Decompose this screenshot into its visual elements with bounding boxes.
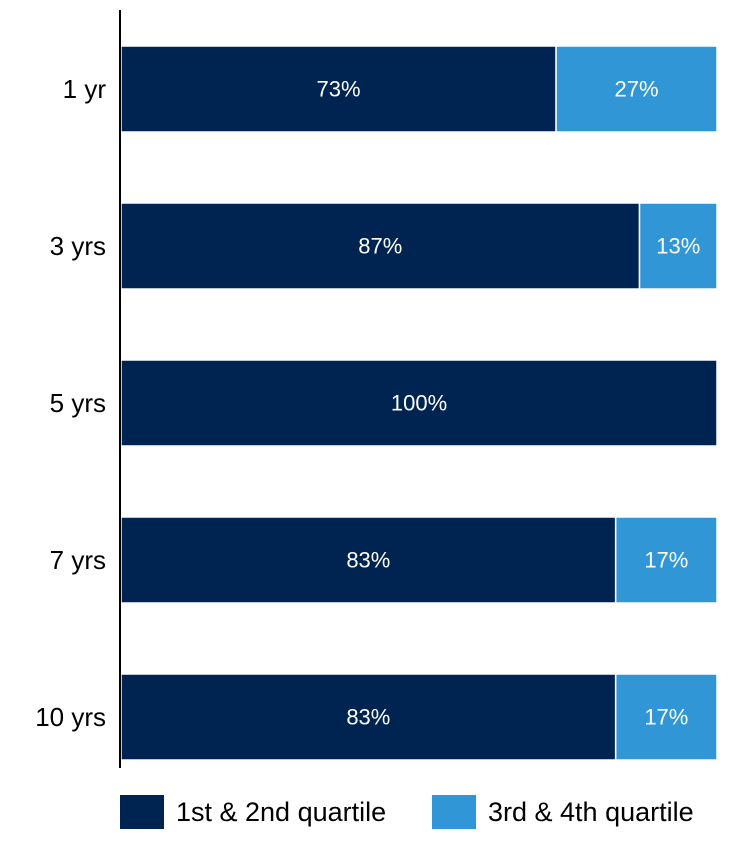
data-label-3rd-and-4th-quartile-10-yrs: 17% xyxy=(644,705,688,730)
data-label-3rd-and-4th-quartile-7-yrs: 17% xyxy=(644,548,688,573)
data-label-3rd-and-4th-quartile-1-yr: 27% xyxy=(615,77,659,102)
legend-label-1st-and-2nd-quartile: 1st & 2nd quartile xyxy=(176,797,386,827)
bars-group: 73% 27% 87% 13% 100% 83% 17% 83% 17% xyxy=(121,46,717,760)
data-label-1st-and-2nd-quartile-5-yrs: 100% xyxy=(391,391,447,416)
legend-label-3rd-and-4th-quartile: 3rd & 4th quartile xyxy=(488,797,694,827)
category-label-5-yrs: 5 yrs xyxy=(50,388,106,418)
data-label-1st-and-2nd-quartile-3-yrs: 87% xyxy=(358,234,402,259)
legend-swatch-3rd-and-4th-quartile xyxy=(432,795,476,829)
category-label-1-yr: 1 yr xyxy=(63,74,107,104)
category-labels: 1 yr 3 yrs 5 yrs 7 yrs 10 yrs xyxy=(35,74,106,732)
data-label-1st-and-2nd-quartile-1-yr: 73% xyxy=(317,77,361,102)
category-label-7-yrs: 7 yrs xyxy=(50,545,106,575)
data-label-1st-and-2nd-quartile-7-yrs: 83% xyxy=(346,548,390,573)
legend-swatch-1st-and-2nd-quartile xyxy=(120,795,164,829)
data-label-3rd-and-4th-quartile-3-yrs: 13% xyxy=(656,234,700,259)
category-label-10-yrs: 10 yrs xyxy=(35,702,106,732)
legend: 1st & 2nd quartile 3rd & 4th quartile xyxy=(120,795,694,829)
category-label-3-yrs: 3 yrs xyxy=(50,231,106,261)
data-label-1st-and-2nd-quartile-10-yrs: 83% xyxy=(346,705,390,730)
